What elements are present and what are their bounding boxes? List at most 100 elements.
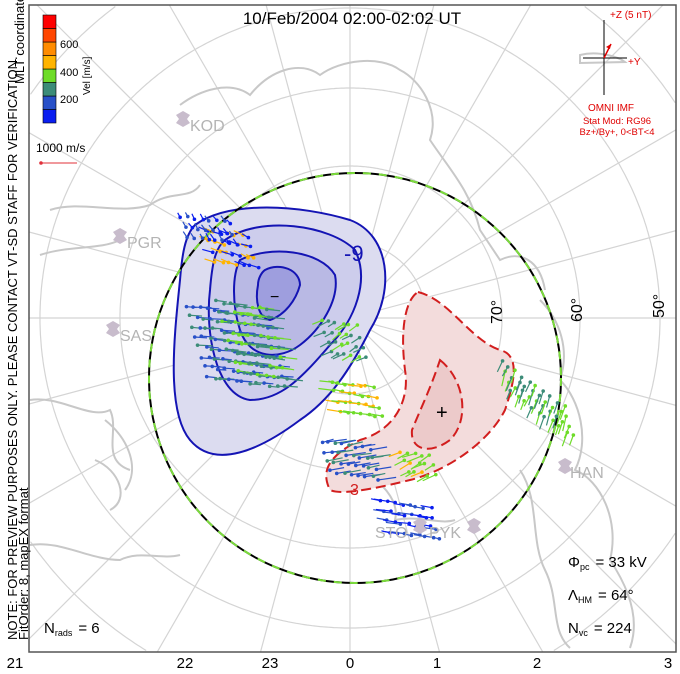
colorbar-title: Vel [m/s] <box>82 56 93 95</box>
velocity-vector <box>312 318 324 325</box>
velocity-vector <box>255 361 271 366</box>
velocity-vector <box>356 472 374 478</box>
velocity-vector <box>205 345 219 349</box>
potential-max-label: 3 <box>350 482 359 499</box>
velocity-vector <box>205 306 220 310</box>
velocity-vector <box>217 227 223 234</box>
latitude-circle <box>30 6 676 652</box>
velocity-vector <box>199 334 215 338</box>
mlt-meridian <box>349 5 664 319</box>
velocity-vector <box>262 381 274 385</box>
preview-note: NOTE: FOR PREVIEW PURPOSES ONLY. PLEASE … <box>5 56 20 640</box>
velocity-vector <box>368 406 381 410</box>
velocity-vector <box>222 366 235 371</box>
mlt-meridian <box>349 230 676 319</box>
velocity-vector <box>205 232 212 242</box>
velocity-vector <box>569 433 576 446</box>
velocity-vector <box>242 352 256 357</box>
velocity-vector <box>195 343 213 347</box>
velocity-vector <box>375 508 393 513</box>
velocity-vector <box>222 227 230 236</box>
velocity-vector <box>230 348 247 353</box>
velocity-vector <box>327 340 338 347</box>
mlt-meridian <box>349 317 441 652</box>
velocity-vector <box>282 384 298 388</box>
velocity-vector <box>410 470 424 478</box>
velocity-vector <box>202 248 215 255</box>
svg-text:Nrads= 6: Nrads = 6 <box>44 620 100 638</box>
velocity-vector <box>191 213 197 222</box>
imf-z-label: +Z (5 nT) <box>610 10 651 21</box>
velocity-vector <box>374 466 392 472</box>
velocity-vector <box>325 457 343 463</box>
velocity-vector <box>420 453 432 462</box>
velocity-vector <box>266 315 286 320</box>
station-marker-icon <box>106 321 120 337</box>
station-han: HAN <box>558 458 604 482</box>
velocity-vector <box>388 450 402 458</box>
velocity-vector <box>201 317 214 321</box>
station-label: PYK <box>429 525 461 542</box>
velocity-vector <box>285 377 303 382</box>
velocity-vector <box>538 389 545 405</box>
mlt-label-22: 22 <box>177 655 194 672</box>
mlt-label-3: 3 <box>664 655 672 672</box>
velocity-vector <box>397 451 410 460</box>
radar-stations: KOD PGR SAS HAN STO PYK <box>106 111 604 542</box>
station-pyk: PYK <box>429 518 481 542</box>
stat-nvc: Nvc = 224 <box>568 620 632 638</box>
station-marker-icon <box>113 228 127 244</box>
velocity-vector <box>221 251 235 257</box>
velocity-vector <box>520 384 527 398</box>
velocity-vector <box>325 438 347 444</box>
velocity-vector <box>341 353 353 361</box>
colorbar-tick-400: 400 <box>60 67 78 79</box>
velocity-vector <box>240 253 250 260</box>
velocity-vector <box>539 414 546 430</box>
station-sto: STO <box>375 518 427 542</box>
velocity-vector <box>214 298 227 303</box>
velocity-vector <box>352 452 372 458</box>
velocity-vector <box>341 333 353 341</box>
velocity-vector <box>271 325 285 330</box>
velocity-vector <box>510 368 517 384</box>
velocity-vector <box>246 312 259 317</box>
velocity-vector <box>204 374 217 379</box>
colorbar-swatch <box>42 82 57 97</box>
fit-order-note: FitOrder: 8, mapEX format <box>16 487 31 640</box>
velocity-vector <box>515 375 524 391</box>
velocity-vector <box>559 404 568 420</box>
stat-nrads: Nrads = 6 <box>44 620 100 638</box>
potential-max-marker: + <box>436 402 448 424</box>
velocity-vector <box>239 379 253 384</box>
mlt-meridian <box>349 129 676 319</box>
velocity-vector <box>399 461 412 471</box>
colorbar-swatch <box>42 41 57 56</box>
velocity-vector <box>394 458 407 466</box>
velocity-vector <box>506 388 513 400</box>
velocity-vector <box>339 332 349 339</box>
velocity-vector <box>501 365 510 377</box>
velocity-vector <box>228 230 234 237</box>
velocity-vector <box>247 361 261 366</box>
velocity-vector <box>212 215 219 223</box>
velocity-vector <box>514 394 521 408</box>
station-marker-icon <box>413 518 427 534</box>
velocity-vector <box>526 405 534 419</box>
velocity-vector <box>213 337 224 342</box>
velocity-vector <box>228 301 248 306</box>
velocity-vector <box>348 323 360 332</box>
velocity-vector <box>256 352 276 358</box>
map-title: 10/Feb/2004 02:00-02:02 UT <box>243 9 461 28</box>
velocity-vector <box>231 331 249 336</box>
velocity-vector <box>182 231 189 240</box>
velocity-vector <box>215 241 227 247</box>
velocity-vector <box>366 395 379 400</box>
velocity-vector <box>194 222 200 232</box>
station-kod: KOD <box>176 111 225 135</box>
velocity-vector <box>188 222 195 230</box>
colorbar-swatch <box>42 109 57 124</box>
velocity-vector <box>330 352 340 359</box>
velocity-vector <box>418 515 434 520</box>
velocity-vector <box>225 238 231 245</box>
